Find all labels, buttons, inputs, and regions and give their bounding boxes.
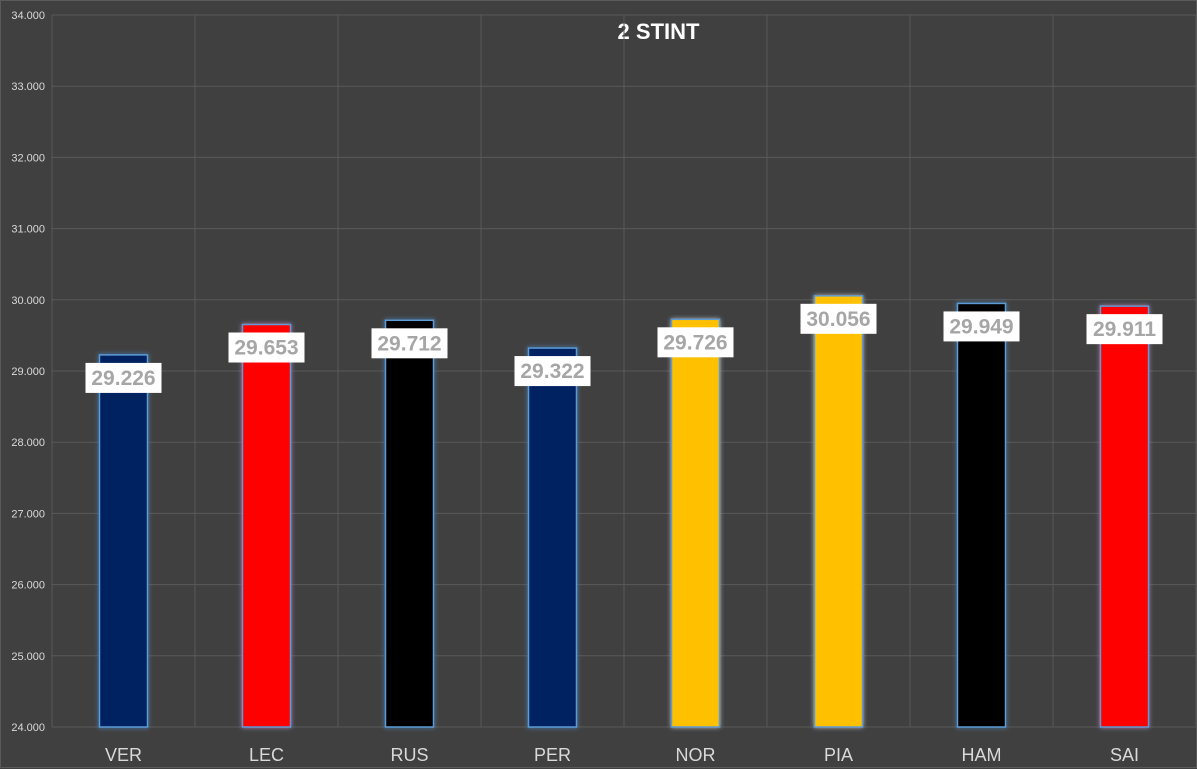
- data-label: 29.712: [377, 332, 441, 355]
- data-label-box: [657, 327, 734, 358]
- data-label-box: [800, 303, 877, 334]
- data-label: 29.322: [520, 360, 584, 383]
- y-tick-label: 27.000: [11, 508, 45, 520]
- x-tick-label: PER: [534, 745, 571, 765]
- data-label: 29.911: [1093, 318, 1156, 341]
- bar-nor: [670, 318, 721, 728]
- y-tick-label: 34.000: [11, 10, 45, 22]
- y-tick-label: 30.000: [11, 295, 45, 307]
- y-tick-label: 24.000: [11, 722, 45, 734]
- data-label: 30.056: [806, 308, 870, 331]
- data-label: 29.653: [234, 337, 298, 360]
- data-label-box: [1086, 314, 1163, 345]
- y-tick-label: 31.000: [11, 224, 45, 236]
- x-tick-label: LEC: [249, 745, 284, 765]
- data-label: 29.949: [949, 315, 1013, 338]
- y-tick-label: 32.000: [11, 152, 45, 164]
- y-tick-label: 26.000: [11, 580, 45, 592]
- x-tick-label: RUS: [390, 745, 428, 765]
- data-label-box: [943, 311, 1020, 342]
- x-tick-label: VER: [105, 745, 142, 765]
- data-label-box: [514, 356, 591, 387]
- data-label-box: [85, 362, 162, 393]
- x-tick-label: SAI: [1110, 745, 1139, 765]
- bar-pia: [813, 295, 864, 728]
- data-label-box: [228, 332, 305, 363]
- bar-rus: [384, 319, 435, 728]
- bar-ver: [98, 354, 149, 728]
- y-tick-label: 29.000: [11, 366, 45, 378]
- bar-lec: [241, 323, 292, 728]
- data-label: 29.226: [91, 367, 155, 390]
- chart-title: 2 STINT: [617, 19, 700, 44]
- data-label-box: [371, 328, 448, 359]
- data-label: 29.726: [663, 331, 727, 354]
- bar-per: [527, 347, 578, 728]
- x-tick-label: HAM: [962, 745, 1002, 765]
- x-tick-label: NOR: [676, 745, 716, 765]
- y-tick-label: 25.000: [11, 651, 45, 663]
- y-tick-label: 33.000: [11, 81, 45, 93]
- y-tick-label: 28.000: [11, 437, 45, 449]
- x-tick-label: PIA: [824, 745, 853, 765]
- bar-ham: [956, 302, 1007, 728]
- bar-sai: [1099, 305, 1150, 728]
